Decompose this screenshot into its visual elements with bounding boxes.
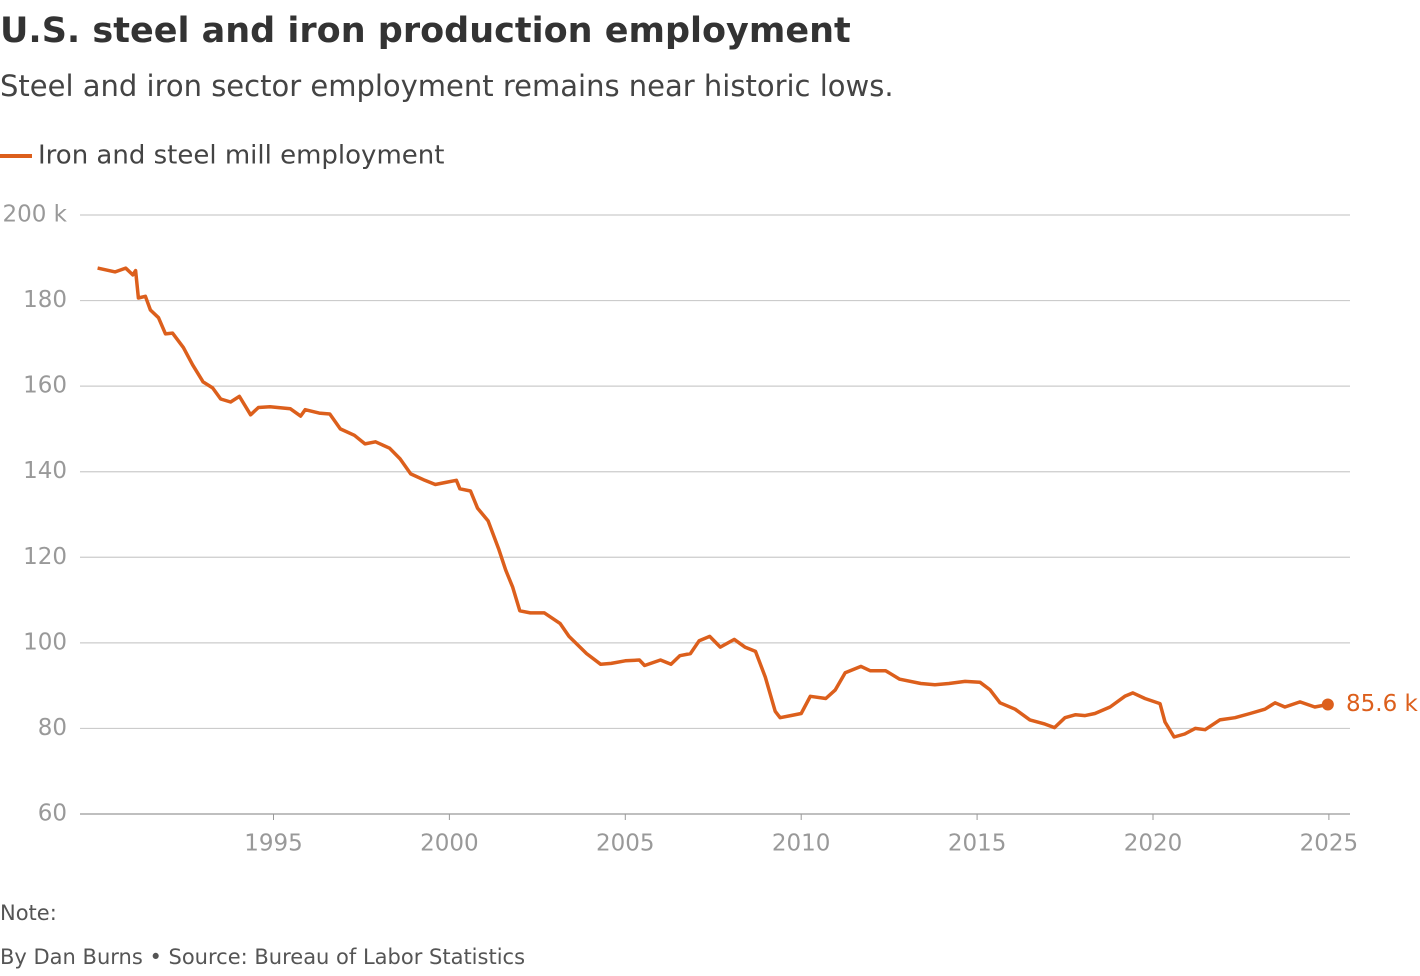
y-tick-label: 100 (23, 629, 67, 655)
chart-subtitle: Steel and iron sector employment remains… (0, 69, 894, 103)
x-tick-label: 2025 (1300, 831, 1359, 857)
x-tick-label: 2020 (1124, 831, 1183, 857)
end-dot (1321, 698, 1334, 711)
note: Note: (0, 901, 57, 925)
y-tick-label: 200 k (2, 202, 67, 228)
byline: By Dan Burns • Source: Bureau of Labor S… (0, 945, 525, 969)
x-tick-label: 2000 (420, 831, 479, 857)
legend-label: Iron and steel mill employment (38, 141, 444, 171)
chart-title: U.S. steel and iron production employmen… (0, 11, 851, 51)
x-tick-label: 2005 (596, 831, 655, 857)
x-tick-label: 1995 (244, 831, 303, 857)
line-series (97, 266, 1329, 739)
end-label: 85.6 k (1346, 691, 1419, 717)
y-tick-label: 160 (23, 373, 67, 399)
x-tick-label: 2015 (948, 831, 1007, 857)
y-tick-label: 140 (23, 458, 67, 484)
x-tick-label: 2010 (772, 831, 831, 857)
y-tick-label: 60 (38, 801, 67, 827)
y-tick-label: 120 (23, 544, 67, 570)
y-tick-label: 180 (23, 287, 67, 313)
y-tick-label: 80 (38, 715, 67, 741)
